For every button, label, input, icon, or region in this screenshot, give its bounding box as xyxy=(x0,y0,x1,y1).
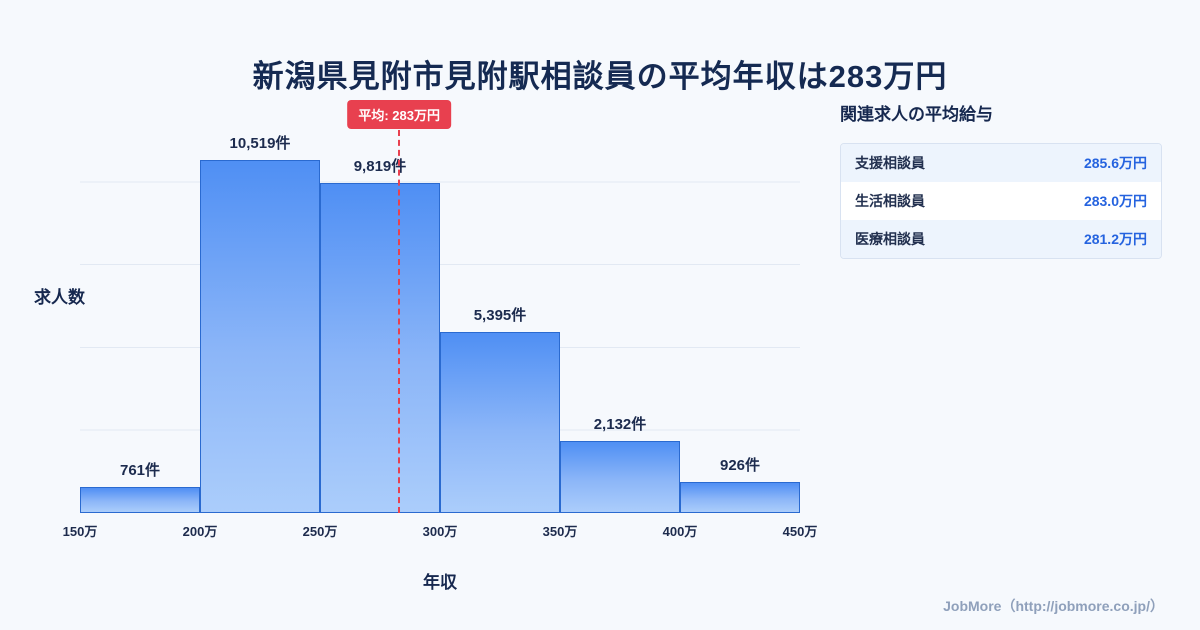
side-panel: 関連求人の平均給与 支援相談員 285.6万円 生活相談員 283.0万円 医療… xyxy=(840,100,1162,259)
x-tick-label: 400万 xyxy=(662,524,698,539)
histogram-bar xyxy=(320,183,440,513)
footer-credit: JobMore（http://jobmore.co.jp/） xyxy=(943,598,1164,614)
x-tick-label: 300万 xyxy=(422,524,458,539)
row-value: 281.2万円 xyxy=(1083,231,1147,247)
bar-value-label: 926件 xyxy=(719,457,761,474)
bar-value-label: 761件 xyxy=(119,462,161,479)
histogram-plot: 平均: 283万円 761件 10,519件 9,819件 5,395件 2,132件 9… xyxy=(63,100,817,539)
x-tick-label: 350万 xyxy=(542,524,578,539)
row-label: 支援相談員 xyxy=(855,155,925,171)
average-line xyxy=(398,130,401,513)
x-tick-label: 250万 xyxy=(302,524,338,539)
bar-value-label: 2,132件 xyxy=(593,416,647,433)
row-value: 285.6万円 xyxy=(1083,155,1147,171)
histogram-bar xyxy=(440,332,560,513)
histogram-bar xyxy=(560,441,680,513)
x-tick-label: 450万 xyxy=(782,524,818,539)
average-badge: 平均: 283万円 xyxy=(347,100,452,129)
bar-value-label: 5,395件 xyxy=(473,307,527,324)
row-label: 生活相談員 xyxy=(855,193,925,209)
x-tick-label: 200万 xyxy=(182,524,218,539)
histogram-bar xyxy=(680,482,800,513)
y-axis-label: 求人数 xyxy=(34,288,85,307)
histogram-bar xyxy=(80,487,200,513)
page-title: 新潟県見附市見附駅相談員の平均年収は283万円 xyxy=(252,58,948,94)
bar-value-label: 10,519件 xyxy=(229,135,291,152)
side-panel-title: 関連求人の平均給与 xyxy=(840,105,993,124)
row-value: 283.0万円 xyxy=(1083,193,1147,209)
table-row: 支援相談員 285.6万円 xyxy=(841,144,1161,182)
histogram-bar xyxy=(200,160,320,513)
bar-value-label: 9,819件 xyxy=(353,158,407,175)
salary-table: 支援相談員 285.6万円 生活相談員 283.0万円 医療相談員 281.2万… xyxy=(840,143,1162,259)
table-row: 生活相談員 283.0万円 xyxy=(841,182,1161,220)
x-axis-label: 年収 xyxy=(423,573,457,592)
row-label: 医療相談員 xyxy=(855,231,925,247)
table-row: 医療相談員 281.2万円 xyxy=(841,220,1161,258)
x-tick-label: 150万 xyxy=(62,524,98,539)
